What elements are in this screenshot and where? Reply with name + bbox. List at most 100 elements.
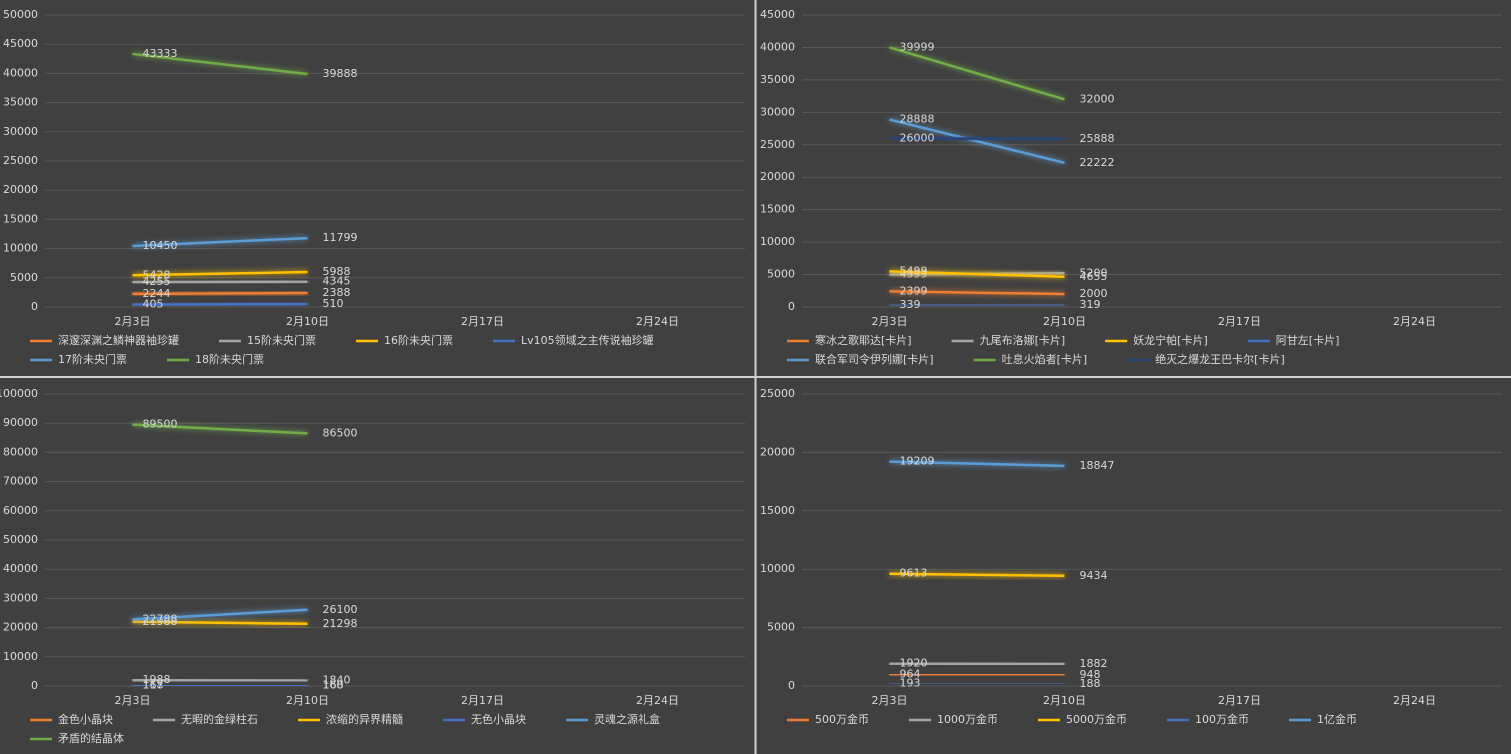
legend-item: 吐息火焰者[卡片] — [973, 352, 1088, 366]
legend-item: 矛盾的结晶体 — [30, 731, 124, 745]
chart-panel: 0 5000 10000 15000 20000 25000 30000 35000 40000… — [760, 8, 1502, 366]
y-tick-label: 30000 — [760, 105, 795, 118]
y-tick-label: 15000 — [3, 212, 38, 225]
series-line — [132, 236, 308, 248]
data-label: 2388 — [323, 286, 351, 299]
legend-label: 5000万金币 — [1066, 712, 1127, 726]
legend-label: 深邃深渊之鳞神器袖珍罐 — [58, 333, 179, 347]
y-tick-label: 35000 — [760, 73, 795, 86]
data-label: 43333 — [143, 47, 178, 60]
legend-label: 17阶未央门票 — [58, 352, 127, 366]
legend-item: 16阶未央门票 — [356, 333, 453, 347]
data-label: 188 — [1080, 677, 1101, 690]
y-tick-label: 10000 — [3, 650, 38, 663]
data-label: 1920 — [900, 657, 928, 670]
x-tick-label: 2月3日 — [115, 315, 151, 328]
y-tick-label: 50000 — [3, 533, 38, 546]
legend-item: 深邃深渊之鳞神器袖珍罐 — [30, 333, 179, 347]
y-tick-label: 30000 — [3, 591, 38, 604]
data-label: 5499 — [900, 264, 928, 277]
series-line — [889, 572, 1065, 578]
legend-label: 灵魂之源礼盒 — [594, 712, 660, 726]
data-label: 964 — [900, 668, 921, 681]
legend-label: 九尾布洛娜[卡片] — [980, 333, 1066, 347]
legend-item: 1000万金币 — [909, 712, 998, 726]
legend-item: 九尾布洛娜[卡片] — [951, 333, 1066, 347]
legend-label: 18阶未央门票 — [195, 352, 264, 366]
legend-item: 浓缩的异界精髓 — [298, 712, 403, 726]
legend-label: 无色小晶块 — [471, 712, 526, 726]
data-label: 18847 — [1080, 459, 1115, 472]
legend-item: 100万金币 — [1167, 712, 1249, 726]
x-tick-label: 2月24日 — [636, 694, 679, 707]
legend-item: 15阶未央门票 — [219, 333, 316, 347]
y-tick-label: 15000 — [760, 504, 795, 517]
data-label: 2000 — [1080, 287, 1108, 300]
legend-label: 1000万金币 — [937, 712, 998, 726]
data-label: 5988 — [323, 265, 351, 278]
series-line — [132, 270, 308, 277]
y-tick-label: 100000 — [0, 387, 38, 400]
legend-label: 无暇的金绿柱石 — [181, 712, 258, 726]
y-tick-label: 0 — [788, 300, 795, 313]
y-tick-label: 20000 — [3, 621, 38, 634]
data-label: 4255 — [143, 275, 171, 288]
y-tick-label: 20000 — [3, 183, 38, 196]
legend-item: 联合军司令伊列娜[卡片] — [787, 352, 934, 366]
y-tick-label: 50000 — [3, 8, 38, 21]
y-tick-label: 45000 — [3, 37, 38, 50]
data-label: 2244 — [143, 287, 171, 300]
data-label: 339 — [900, 298, 921, 311]
legend-label: 吐息火焰者[卡片] — [1002, 352, 1088, 366]
data-label: 86500 — [323, 426, 358, 439]
series-line — [132, 423, 308, 435]
series-line — [132, 302, 308, 306]
x-tick-label: 2月3日 — [872, 315, 908, 328]
x-tick-label: 2月10日 — [1043, 694, 1086, 707]
data-label: 26000 — [900, 131, 935, 144]
data-label: 22222 — [1080, 156, 1115, 169]
y-tick-label: 70000 — [3, 475, 38, 488]
legend-item: 17阶未央门票 — [30, 352, 127, 366]
data-label: 5428 — [143, 268, 171, 281]
series-line — [889, 270, 1065, 279]
data-label: 510 — [323, 297, 344, 310]
series-line — [132, 291, 308, 296]
legend-label: 15阶未央门票 — [247, 333, 316, 347]
y-tick-label: 40000 — [3, 562, 38, 575]
y-tick-label: 40000 — [3, 66, 38, 79]
y-tick-label: 15000 — [760, 203, 795, 216]
y-tick-label: 90000 — [3, 416, 38, 429]
series-line — [889, 460, 1065, 468]
data-label: 2399 — [900, 284, 928, 297]
legend-item: Lv105领域之主传说袖珍罐 — [493, 333, 654, 347]
y-tick-label: 40000 — [760, 40, 795, 53]
legend-item: 1亿金币 — [1289, 712, 1357, 726]
data-label: 1988 — [143, 673, 171, 686]
legend-label: 16阶未央门票 — [384, 333, 453, 347]
legend-item: 无暇的金绿柱石 — [153, 712, 258, 726]
series-line — [132, 620, 308, 626]
data-label: 405 — [143, 298, 164, 311]
legend-item: 金色小晶块 — [30, 712, 113, 726]
x-tick-label: 2月17日 — [1218, 694, 1261, 707]
legend-label: 绝灭之爆龙王巴卡尔[卡片] — [1155, 352, 1285, 366]
y-tick-label: 20000 — [760, 445, 795, 458]
data-label: 89500 — [143, 418, 178, 431]
data-label: 5200 — [1080, 266, 1108, 279]
y-tick-label: 5000 — [10, 271, 38, 284]
legend-label: 阿甘左[卡片] — [1276, 334, 1340, 347]
x-tick-label: 2月17日 — [461, 315, 504, 328]
y-tick-label: 10000 — [3, 242, 38, 255]
data-label: 1882 — [1080, 657, 1108, 670]
x-tick-label: 2月3日 — [115, 694, 151, 707]
x-tick-label: 2月24日 — [636, 315, 679, 328]
x-tick-label: 2月24日 — [1393, 315, 1436, 328]
data-label: 26100 — [323, 603, 358, 616]
data-label: 160 — [323, 679, 344, 692]
legend-item: 阿甘左[卡片] — [1247, 334, 1340, 347]
legend-label: 500万金币 — [815, 712, 869, 726]
data-label: 167 — [143, 679, 164, 692]
legend-label: 联合军司令伊列娜[卡片] — [815, 352, 934, 366]
data-label: 1840 — [323, 674, 351, 687]
